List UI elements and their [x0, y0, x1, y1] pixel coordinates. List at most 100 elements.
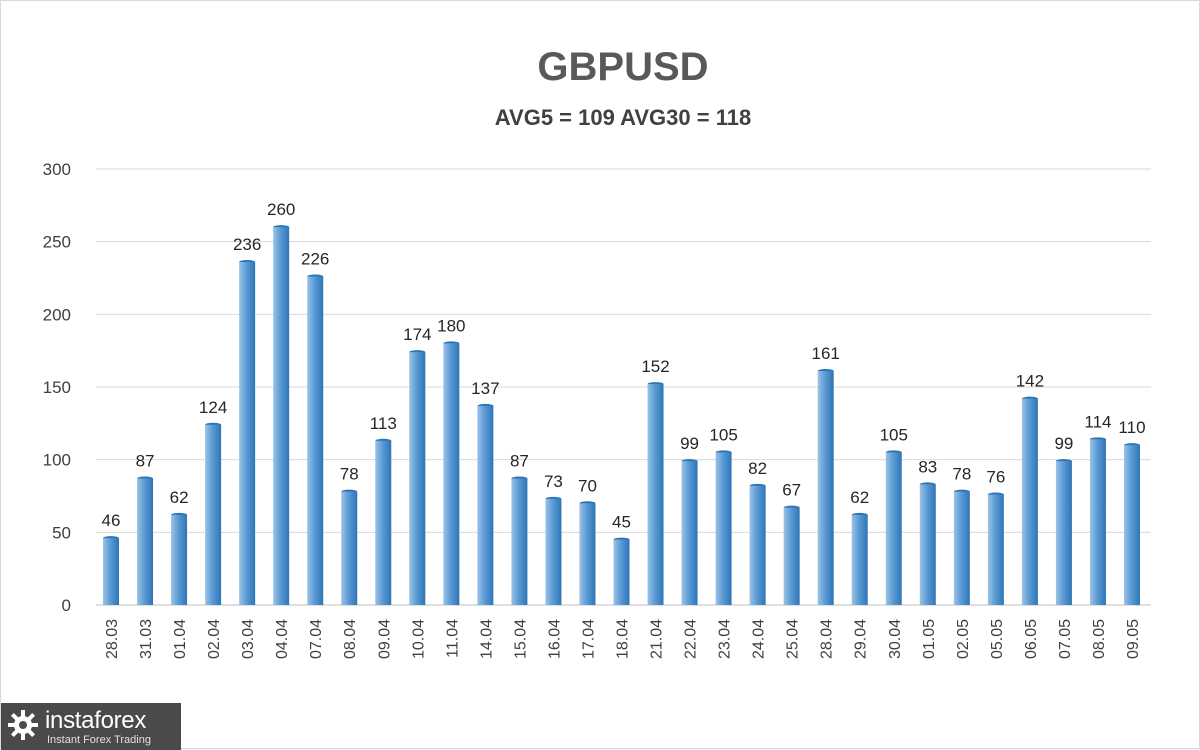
- bar: [205, 424, 222, 605]
- x-tick-label: 08.04: [342, 619, 359, 659]
- data-label: 76: [986, 468, 1005, 487]
- bars: [103, 225, 1140, 605]
- x-tick-label: 29.04: [853, 619, 870, 659]
- x-tick-label: 07.04: [308, 619, 325, 659]
- bar: [545, 498, 562, 605]
- data-label: 83: [918, 457, 937, 476]
- data-label: 62: [170, 488, 189, 507]
- x-tick-label: 18.04: [615, 619, 632, 659]
- x-tick-label: 16.04: [546, 619, 563, 659]
- x-tick-label: 10.04: [410, 619, 427, 659]
- x-tick-label: 17.04: [580, 619, 597, 659]
- y-axis-ticks: 0 50 100 150 200 250 300: [43, 160, 71, 615]
- bar: [647, 384, 664, 605]
- bar: [579, 503, 596, 605]
- x-tick-label: 09.04: [376, 619, 393, 659]
- x-tick-label: 06.05: [1023, 619, 1040, 659]
- x-tick-label: 07.05: [1057, 619, 1074, 659]
- x-axis-ticks: 28.03 31.03 01.04 02.04 03.04 04.04 07.04 08.04…: [104, 619, 1142, 659]
- data-label: 174: [403, 325, 431, 344]
- x-tick-label: 02.04: [206, 619, 223, 659]
- bar: [987, 494, 1004, 605]
- x-tick-label: 25.04: [785, 619, 802, 659]
- chart-title: GBPUSD: [537, 45, 708, 89]
- bar: [953, 491, 970, 605]
- bar: [511, 478, 528, 605]
- data-label: 110: [1118, 418, 1145, 437]
- x-tick-label: 05.05: [989, 619, 1006, 659]
- bar: [171, 514, 188, 605]
- bar: [749, 485, 766, 605]
- bar: [375, 440, 392, 605]
- brand-name: instaforex: [45, 707, 147, 734]
- bar: [885, 452, 902, 605]
- bar: [307, 276, 324, 605]
- bar: [239, 262, 256, 605]
- y-tick-label: 250: [43, 233, 71, 252]
- data-label: 124: [199, 398, 227, 417]
- gear-logo-icon: [8, 710, 38, 740]
- data-label: 226: [301, 250, 329, 269]
- bar: [1021, 398, 1038, 605]
- bar: [477, 405, 494, 605]
- chart-subtitle: AVG5 = 109 AVG30 = 118: [495, 105, 751, 130]
- x-tick-label: 11.04: [444, 619, 461, 658]
- x-tick-label: 30.04: [887, 619, 904, 659]
- data-label: 99: [680, 434, 699, 453]
- bar: [1055, 461, 1072, 605]
- data-label: 161: [812, 344, 840, 363]
- bar: [919, 484, 936, 605]
- x-tick-label: 03.04: [240, 619, 257, 659]
- x-tick-label: 01.05: [921, 619, 938, 659]
- data-label: 142: [1016, 372, 1044, 391]
- y-tick-label: 300: [43, 160, 71, 179]
- data-label: 45: [612, 513, 631, 532]
- y-tick-label: 150: [43, 378, 71, 397]
- data-label: 78: [340, 465, 359, 484]
- data-label: 105: [880, 425, 908, 444]
- x-tick-label: 28.04: [819, 619, 836, 659]
- bar: [137, 478, 154, 605]
- bar: [341, 491, 358, 605]
- data-label: 152: [641, 357, 669, 376]
- y-tick-label: 0: [62, 596, 71, 615]
- x-tick-label: 21.04: [649, 619, 666, 659]
- data-label: 46: [102, 511, 121, 530]
- brand-tagline: Instant Forex Trading: [47, 734, 151, 746]
- y-tick-label: 200: [43, 305, 71, 324]
- x-tick-label: 02.05: [955, 619, 972, 659]
- data-label: 78: [952, 465, 971, 484]
- bar: [103, 538, 120, 605]
- y-tick-label: 50: [52, 523, 71, 542]
- data-label: 114: [1084, 412, 1111, 431]
- x-tick-label: 14.04: [478, 619, 495, 659]
- data-label: 99: [1054, 434, 1073, 453]
- data-label: 105: [709, 425, 737, 444]
- x-tick-label: 23.04: [717, 619, 734, 659]
- bar: [443, 343, 460, 605]
- x-tick-label: 15.04: [512, 619, 529, 659]
- bar: [613, 539, 630, 605]
- data-label: 137: [471, 379, 499, 398]
- data-label: 236: [233, 235, 261, 254]
- data-label: 67: [782, 481, 801, 500]
- x-tick-label: 04.04: [274, 619, 291, 659]
- data-labels: 46 87 62 124 236 260 226 78 113 174 180 137 87 73 70 45…: [102, 200, 1146, 531]
- data-label: 82: [748, 459, 767, 478]
- bar: [1123, 445, 1140, 605]
- x-tick-label: 22.04: [683, 619, 700, 659]
- bar: [851, 514, 868, 605]
- x-tick-label: 31.03: [138, 619, 155, 659]
- bar: [817, 371, 834, 605]
- x-tick-label: 01.04: [172, 619, 189, 659]
- y-tick-label: 100: [43, 451, 71, 470]
- data-label: 180: [437, 316, 465, 335]
- x-tick-label: 24.04: [751, 619, 768, 659]
- data-label: 62: [850, 488, 869, 507]
- x-tick-label: 08.05: [1091, 619, 1108, 659]
- data-label: 87: [136, 452, 155, 471]
- gridlines: [96, 168, 1151, 606]
- instaforex-watermark: instaforex Instant Forex Trading: [1, 703, 181, 750]
